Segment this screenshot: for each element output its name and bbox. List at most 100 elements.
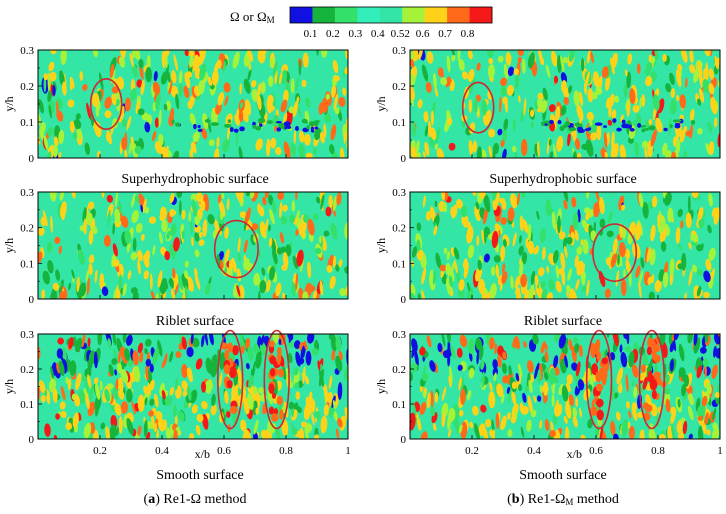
vortex-blob	[169, 244, 174, 256]
vortex-blob	[309, 391, 313, 402]
low-vortex-blob	[197, 124, 201, 129]
vortex-blob	[194, 249, 200, 258]
vortex-blob	[69, 360, 77, 376]
y-tick-label: 0.2	[20, 81, 34, 93]
vortex-blob	[239, 334, 244, 347]
vortex-blob	[445, 262, 451, 275]
vortex-blob	[188, 211, 192, 223]
vortex-blob	[260, 81, 266, 94]
vortex-blob	[304, 426, 309, 439]
vortex-blob	[492, 192, 497, 201]
vortex-blob	[323, 123, 327, 138]
vortex-blob	[262, 196, 267, 206]
vortex-blob	[681, 383, 687, 397]
vortex-blob	[255, 138, 263, 151]
vortex-blob	[285, 244, 292, 257]
vortex-core	[596, 409, 604, 421]
vortex-blob	[302, 52, 309, 68]
vortex-blob	[651, 195, 658, 208]
vortex-blob	[291, 281, 296, 298]
vortex-blob	[312, 290, 318, 299]
vortex-blob	[586, 279, 590, 297]
vortex-blob	[607, 119, 613, 126]
vortex-blob	[224, 95, 229, 107]
vortex-blob	[591, 122, 598, 133]
vortex-blob	[298, 222, 306, 238]
vortex-blob	[224, 390, 229, 404]
y-tick-label: 0.3	[392, 187, 406, 199]
vortex-blob	[515, 374, 522, 389]
vortex-blob	[469, 421, 474, 429]
vortex-blob	[115, 426, 119, 436]
vortex-blob	[211, 393, 216, 407]
y-tick-label: 0.2	[392, 364, 406, 376]
vortex-blob	[268, 224, 271, 232]
vortex-blob	[696, 365, 703, 379]
vortex-blob	[186, 367, 193, 383]
vortex-blob	[148, 216, 157, 224]
vortex-blob	[708, 192, 713, 207]
vortex-blob	[425, 210, 432, 221]
vortex-blob	[237, 237, 241, 253]
vortex-blob	[619, 223, 623, 238]
vortex-blob	[548, 367, 556, 386]
vortex-blob	[647, 276, 652, 285]
vortex-blob	[714, 117, 718, 128]
vortex-blob	[429, 269, 434, 278]
vortex-blob	[699, 346, 707, 354]
y-tick-label: 0	[29, 294, 35, 306]
vortex-blob	[650, 56, 656, 64]
vortex-blob	[171, 70, 177, 84]
vortex-blob	[181, 363, 188, 379]
vortex-blob	[307, 261, 312, 279]
vortex-blob	[268, 75, 274, 87]
vortex-blob	[47, 260, 54, 274]
vortex-blob	[251, 223, 259, 231]
vortex-blob	[217, 194, 222, 204]
vortex-blob	[573, 90, 580, 106]
vortex-blob	[670, 358, 674, 372]
vortex-blob	[421, 64, 429, 82]
vortex-blob	[44, 389, 48, 397]
vortex-blob	[658, 210, 663, 224]
vortex-blob	[429, 360, 436, 372]
vortex-blob	[114, 403, 122, 416]
vortex-blob	[565, 402, 572, 419]
vortex-blob	[500, 85, 507, 97]
vortex-blob	[100, 422, 106, 430]
vortex-blob	[596, 124, 602, 141]
vortex-blob	[314, 434, 320, 439]
vortex-blob	[123, 414, 128, 423]
vortex-blob	[313, 213, 319, 220]
caption-a-riblet: Riblet surface	[156, 314, 234, 329]
vortex-blob	[164, 393, 170, 407]
vortex-blob	[527, 52, 535, 69]
vortex-blob	[145, 66, 152, 83]
x-tick-label: 1	[717, 445, 723, 457]
vortex-blob	[114, 208, 121, 224]
vortex-blob	[466, 286, 474, 299]
vortex-blob	[175, 93, 180, 110]
vortex-core	[232, 345, 239, 356]
vortex-core	[651, 389, 657, 400]
vortex-blob	[164, 54, 168, 69]
vortex-blob	[489, 382, 493, 392]
y-tick-label: 0.1	[392, 117, 406, 129]
vortex-blob	[119, 56, 126, 68]
vortex-blob	[659, 334, 666, 346]
vortex-blob	[179, 200, 182, 216]
vortex-blob	[617, 253, 620, 266]
vortex-blob	[515, 336, 520, 350]
x-tick-label: 0.6	[589, 445, 603, 457]
vortex-blob	[625, 374, 629, 393]
vortex-blob	[662, 271, 669, 288]
vortex-blob	[118, 105, 125, 123]
vortex-blob	[169, 387, 175, 396]
vortex-blob	[702, 358, 710, 368]
vortex-blob	[282, 252, 289, 268]
vortex-blob	[707, 121, 712, 133]
vortex-blob	[252, 386, 258, 395]
vortex-blob	[501, 393, 505, 404]
vortex-blob	[161, 50, 166, 69]
x-tick-label: 0.2	[93, 445, 107, 457]
